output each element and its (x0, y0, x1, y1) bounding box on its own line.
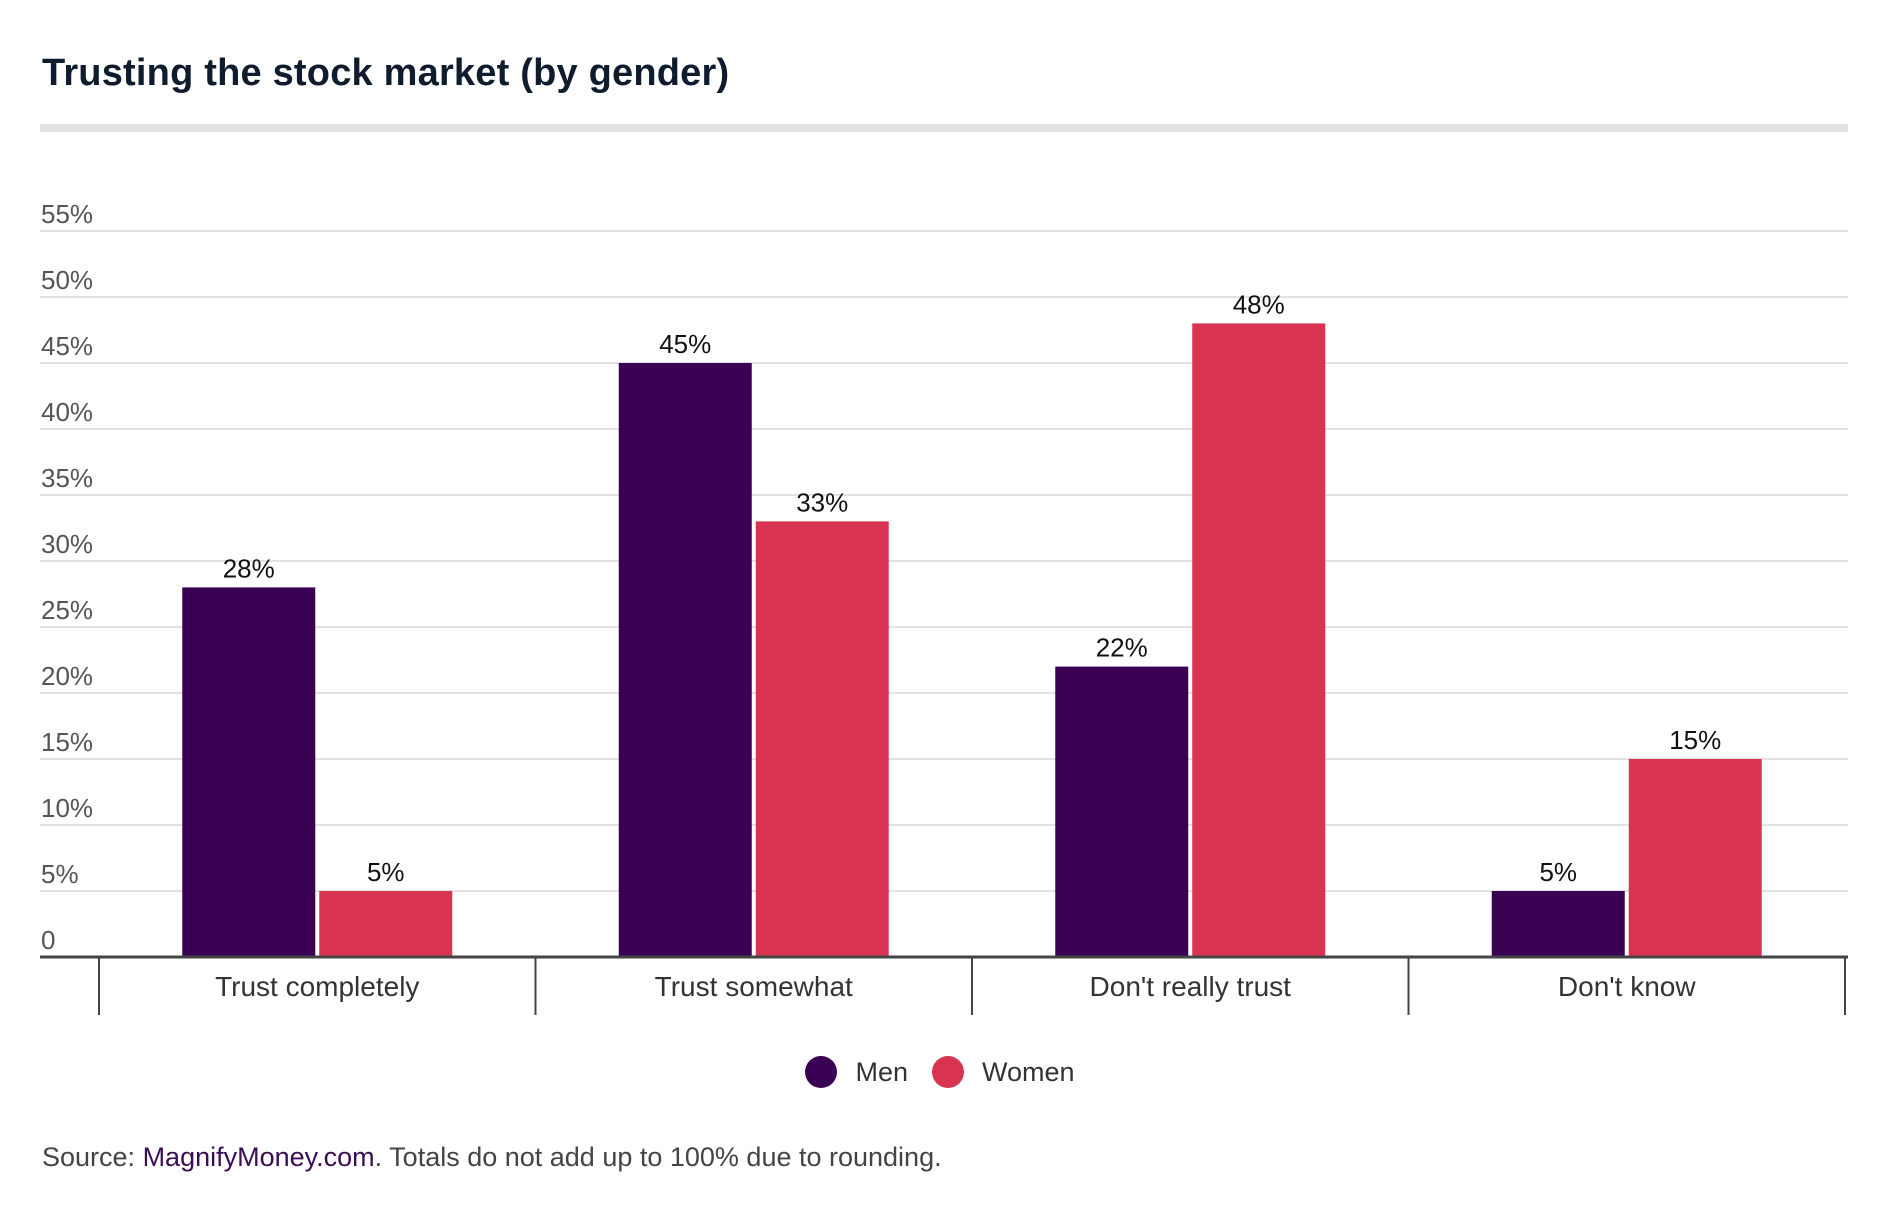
data-label: 22% (1096, 633, 1148, 663)
data-label: 33% (796, 487, 848, 517)
y-tick-label: 50% (41, 265, 93, 295)
bar-women (755, 521, 889, 957)
bar-women (1192, 323, 1326, 957)
y-tick-label: 45% (41, 331, 93, 361)
legend-label-women: Women (981, 1056, 1075, 1087)
x-tick-label: Don't really trust (1090, 971, 1292, 1002)
bar-women (1628, 759, 1762, 957)
bar-women (319, 891, 453, 957)
chart-title: Trusting the stock market (by gender) (42, 52, 730, 94)
bar-men (182, 587, 316, 957)
data-label: 5% (1539, 857, 1577, 887)
title-divider (40, 124, 1848, 132)
source-prefix: Source: (42, 1142, 143, 1172)
y-tick-label: 0 (41, 925, 55, 955)
bar-men (618, 363, 752, 957)
legend-swatch-women (931, 1056, 964, 1088)
y-tick-label: 30% (41, 529, 93, 559)
bar-chart: 0 5% 10% 15% 20% 25% 30% 35% 40% 45% 50% 55% 28% 5% Tr… (40, 199, 1848, 1015)
data-label: 15% (1669, 725, 1721, 755)
y-tick-label: 5% (41, 859, 79, 889)
y-tick-label: 40% (41, 397, 93, 427)
source-link[interactable]: MagnifyMoney.com (142, 1142, 375, 1172)
x-tick-label: Trust completely (215, 971, 419, 1002)
x-tick-label: Don't know (1558, 971, 1696, 1002)
data-label: 5% (367, 857, 405, 887)
y-tick-label: 25% (41, 595, 93, 625)
y-tick-label: 20% (41, 661, 93, 691)
source-note: Source: MagnifyMoney.com. Totals do not … (42, 1142, 942, 1173)
data-label: 48% (1233, 289, 1285, 319)
bar-men (1491, 891, 1625, 957)
y-tick-label: 10% (41, 793, 93, 823)
data-label: 28% (223, 553, 275, 583)
chart-legend: Men Women (0, 1056, 1880, 1088)
legend-label-men: Men (855, 1056, 908, 1087)
y-tick-label: 15% (41, 727, 93, 757)
legend-swatch-men (805, 1056, 838, 1088)
data-label: 45% (659, 329, 711, 359)
x-tick-label: Trust somewhat (655, 971, 853, 1002)
y-tick-label: 35% (41, 463, 93, 493)
legend-item-women[interactable]: Women (931, 1056, 1075, 1088)
source-suffix: . Totals do not add up to 100% due to ro… (374, 1142, 942, 1172)
legend-item-men[interactable]: Men (805, 1056, 908, 1088)
y-tick-label: 55% (41, 199, 93, 229)
bar-men (1055, 666, 1189, 957)
